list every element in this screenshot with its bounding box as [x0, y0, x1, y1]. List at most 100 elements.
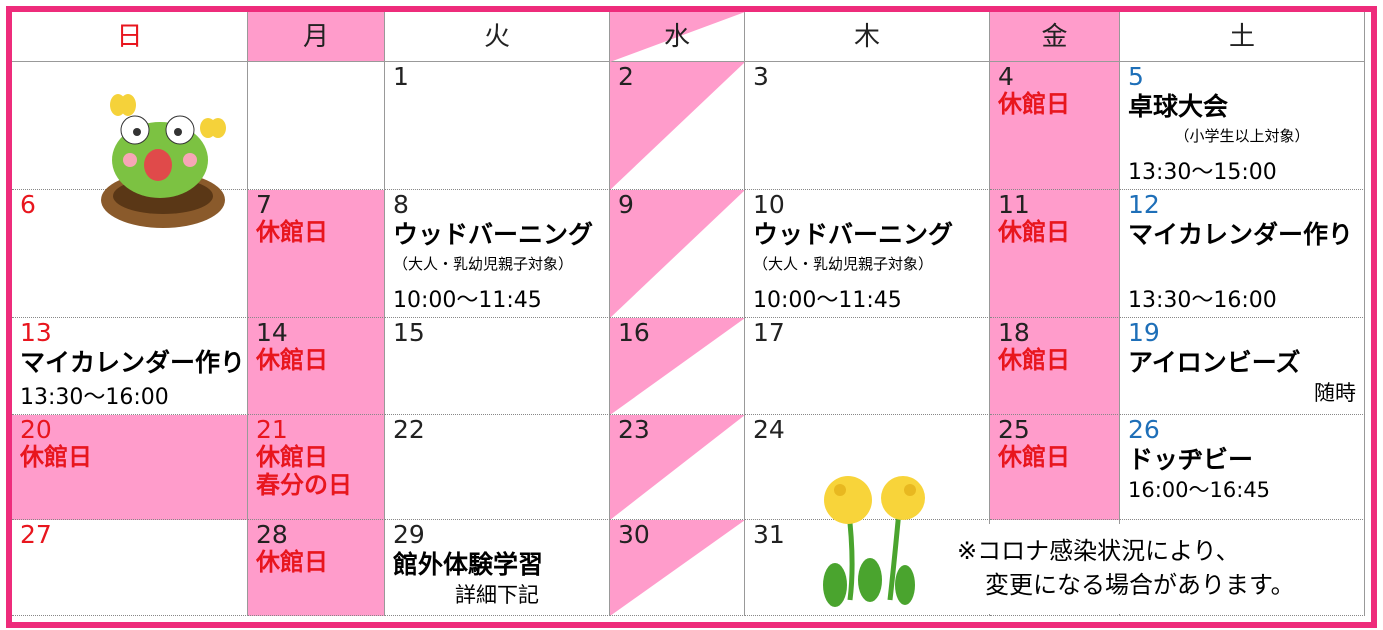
date: 10	[753, 190, 785, 219]
event-line: 休館日	[998, 346, 1070, 374]
wednesday-triangle	[610, 190, 744, 317]
day-name: 水	[663, 22, 690, 52]
day-header: 土	[1120, 12, 1365, 62]
event-line: （小学生以上対象）	[1174, 127, 1310, 145]
frame	[6, 6, 1377, 628]
date: 9	[618, 190, 634, 219]
header-triangle	[610, 12, 745, 62]
date: 2	[618, 62, 634, 91]
event-line: 休館日	[256, 548, 328, 576]
date: 5	[1128, 62, 1144, 91]
day-cell: 6	[12, 190, 248, 318]
event-line: マイカレンダー作り	[20, 348, 246, 377]
day-header: 金	[990, 12, 1120, 62]
day-header: 火	[385, 12, 610, 62]
day-name: 金	[1041, 22, 1068, 52]
event-line: 休館日	[998, 90, 1070, 118]
event-line: （大人・乳幼児親子対象）	[393, 255, 574, 273]
day-name: 木	[853, 22, 880, 52]
event-line: ウッドバーニング	[753, 220, 954, 249]
day-cell: 21 休館日 春分の日	[248, 415, 385, 520]
notice-line: 変更になる場合があります。	[985, 571, 1295, 599]
date: 13	[20, 318, 52, 347]
event-line: 休館日	[998, 443, 1070, 471]
day-cell: 11 休館日	[990, 190, 1120, 318]
event-line: 休館日	[256, 346, 328, 374]
event-line: 春分の日	[256, 471, 352, 499]
date: 27	[20, 520, 52, 549]
event-line: 休館日	[998, 218, 1070, 246]
date: 8	[393, 190, 409, 219]
date: 20	[20, 415, 52, 444]
date: 18	[998, 318, 1030, 347]
day-cell: 30	[610, 520, 745, 616]
day-cell: 5 卓球大会 （小学生以上対象） 13:30～15:00	[1120, 62, 1365, 190]
date: 29	[393, 520, 425, 549]
date: 25	[998, 415, 1030, 444]
day-cell: 9	[610, 190, 745, 318]
event-line: 10:00～11:45	[393, 288, 542, 313]
date: 7	[256, 190, 272, 219]
day-name: 火	[483, 22, 510, 52]
date: 22	[393, 415, 425, 444]
day-header: 月	[248, 12, 385, 62]
day-cell: 22	[385, 415, 610, 520]
day-cell	[248, 62, 385, 190]
day-cell: 29 館外体験学習詳細下記	[385, 520, 610, 616]
event-line: 13:30～16:00	[1128, 288, 1277, 313]
day-cell: 10 ウッドバーニング （大人・乳幼児親子対象） 10:00～11:45	[745, 190, 990, 318]
day-cell: 7 休館日	[248, 190, 385, 318]
date: 15	[393, 318, 425, 347]
event-line: 13:30～15:00	[1128, 160, 1277, 185]
day-cell: 24	[745, 415, 990, 520]
day-cell: 18 休館日	[990, 318, 1120, 415]
day-cell: 28 休館日	[248, 520, 385, 616]
day-cell: 3	[745, 62, 990, 190]
date: 3	[753, 62, 769, 91]
date: 1	[393, 62, 409, 91]
day-name: 土	[1228, 22, 1255, 52]
wednesday-triangle	[610, 62, 744, 189]
day-cell	[12, 62, 248, 190]
event-line: 休館日	[256, 218, 328, 246]
date: 26	[1128, 415, 1160, 444]
day-cell: 20 休館日	[12, 415, 248, 520]
day-cell: 12 マイカレンダー作り 13:30～16:00	[1120, 190, 1365, 318]
date: 12	[1128, 190, 1160, 219]
day-cell: 26 ドッヂビー 16:00～16:45	[1120, 415, 1365, 520]
day-cell: 23	[610, 415, 745, 520]
date: 19	[1128, 318, 1160, 347]
day-name: 日	[116, 22, 143, 52]
date: 14	[256, 318, 288, 347]
day-cell: 15	[385, 318, 610, 415]
day-header: 日	[12, 12, 248, 62]
event-line: アイロンビーズ	[1128, 348, 1301, 377]
day-cell: 16	[610, 318, 745, 415]
date: 31	[753, 520, 785, 549]
event-line: ウッドバーニング	[393, 220, 594, 249]
day-cell: 8 ウッドバーニング （大人・乳幼児親子対象） 10:00～11:45	[385, 190, 610, 318]
event-line: 13:30～16:00	[20, 385, 169, 410]
date: 6	[20, 190, 36, 219]
date: 16	[618, 318, 650, 347]
date: 11	[998, 190, 1030, 219]
day-cell: 13 マイカレンダー作り 13:30～16:00	[12, 318, 248, 415]
event-line: （大人・乳幼児親子対象）	[753, 255, 934, 273]
event-line: 卓球大会	[1128, 92, 1229, 121]
day-cell: 17	[745, 318, 990, 415]
day-header: 水	[610, 12, 745, 62]
notice: ※コロナ感染状況により、 変更になる場合があります。	[945, 524, 1363, 614]
day-cell: 14 休館日	[248, 318, 385, 415]
day-cell: 19 アイロンビーズ 随時	[1120, 318, 1365, 415]
event-line: 休館日	[20, 443, 92, 471]
day-header: 木	[745, 12, 990, 62]
date: 4	[998, 62, 1014, 91]
date: 30	[618, 520, 650, 549]
event-line: 10:00～11:45	[753, 288, 902, 313]
date: 23	[618, 415, 650, 444]
day-cell: 1	[385, 62, 610, 190]
event-line: 随時	[1314, 381, 1356, 405]
event-line: 館外体験学習	[393, 550, 544, 579]
event-line: 詳細下記	[455, 583, 539, 607]
